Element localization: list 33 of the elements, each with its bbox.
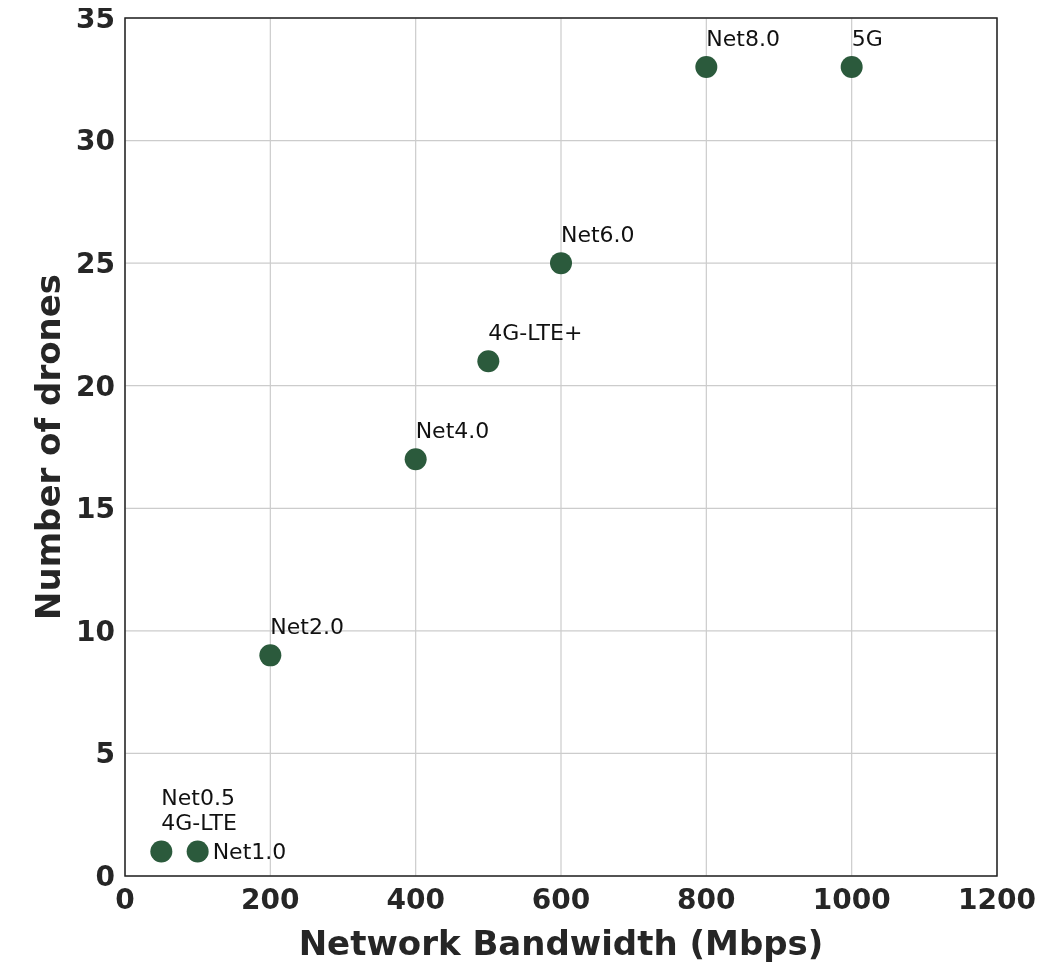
y-tick-label: 5 [95, 737, 115, 771]
x-tick-label: 1200 [958, 883, 1036, 916]
annotation: 4G-LTE [161, 810, 237, 836]
annotation: 5G [851, 26, 883, 52]
point [695, 56, 718, 79]
y-tick-label: 15 [76, 492, 115, 526]
x-tick-label: 200 [241, 883, 300, 916]
x-tick-label: 800 [677, 883, 736, 916]
annotation: Net6.0 [561, 222, 635, 248]
y-tick-label: 10 [76, 614, 115, 648]
x-axis-title: Network Bandwidth (Mbps) [298, 923, 824, 963]
x-tick-label: 0 [115, 883, 135, 916]
point [404, 448, 427, 471]
point [259, 644, 282, 667]
y-axis-title: Number of drones [28, 273, 68, 621]
point [186, 840, 209, 863]
annotation: Net2.0 [270, 614, 344, 640]
y-tick-label: 25 [76, 246, 115, 280]
annotation: Net0.5 [161, 785, 235, 811]
y-tick-label: 30 [76, 124, 115, 158]
point [477, 350, 500, 373]
x-tick-label: 1000 [812, 883, 891, 916]
x-tick-label: 400 [386, 883, 445, 916]
x-tick-label: 600 [531, 883, 591, 916]
y-tick-label: 20 [76, 369, 115, 403]
annotation: 4G-LTE+ [488, 320, 583, 346]
annotation: Net8.0 [706, 26, 780, 52]
point [550, 252, 572, 275]
annotation: Net1.0 [212, 839, 287, 865]
point [840, 56, 863, 79]
y-tick-label: 0 [95, 859, 115, 893]
point [150, 840, 173, 863]
annotation: Net4.0 [415, 418, 490, 444]
